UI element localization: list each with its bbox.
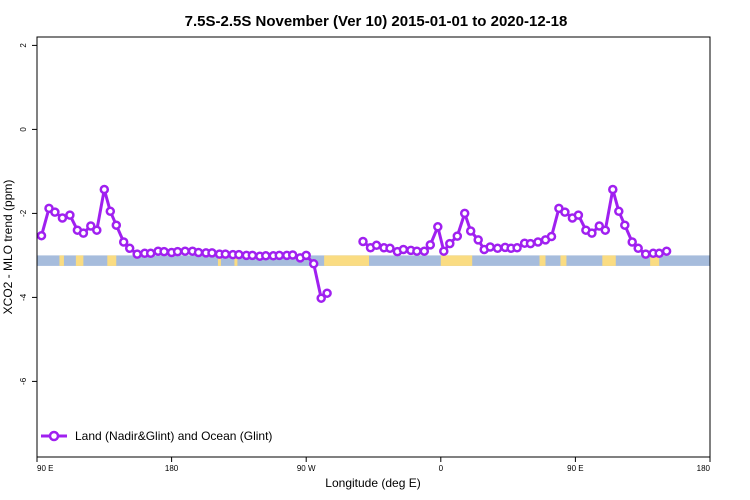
data-point	[573, 210, 584, 220]
data-point	[316, 293, 326, 303]
data-point	[57, 213, 68, 223]
data-layer	[36, 184, 672, 303]
land-segment	[560, 255, 567, 266]
land-segment	[539, 255, 546, 266]
legend: Land (Nadir&Glint) and Ocean (Glint)	[41, 429, 272, 443]
data-point	[620, 220, 630, 230]
data-point	[614, 206, 624, 217]
land-segment	[75, 255, 84, 266]
data-point	[587, 228, 597, 238]
data-point	[180, 246, 190, 256]
data-point	[533, 237, 543, 247]
data-point	[473, 235, 483, 245]
data-point	[560, 207, 570, 217]
data-point	[247, 250, 258, 261]
data-point	[172, 246, 183, 257]
ocean-band	[37, 255, 710, 266]
land-segment	[217, 255, 221, 266]
data-point	[111, 220, 122, 230]
data-point	[86, 221, 96, 231]
data-point	[145, 248, 156, 259]
legend-label: Land (Nadir&Glint) and Ocean (Glint)	[75, 429, 272, 443]
data-point	[308, 259, 319, 269]
data-point	[301, 250, 311, 261]
data-point	[65, 210, 75, 220]
data-point	[459, 208, 470, 219]
y-tick-label: 2	[19, 43, 28, 48]
data-point	[633, 243, 643, 254]
data-point	[661, 246, 672, 256]
chart-title: 7.5S-2.5S November (Ver 10) 2015-01-01 t…	[185, 13, 568, 30]
x-tick-label: 180	[697, 464, 711, 473]
data-point	[433, 222, 443, 232]
land-segment	[324, 255, 370, 266]
data-point	[525, 238, 536, 249]
data-point	[99, 184, 110, 195]
land-segment	[59, 255, 64, 266]
data-point	[439, 246, 449, 256]
land-segment	[234, 255, 238, 266]
data-point	[287, 250, 298, 260]
x-axis: 90 E 180 90 W 0 90 E 180	[36, 457, 711, 473]
data-point	[261, 251, 271, 261]
data-point	[371, 240, 382, 251]
x-tick-label: 90 W	[297, 464, 316, 473]
data-point	[465, 226, 476, 236]
data-point	[159, 246, 169, 257]
data-point	[546, 231, 557, 242]
y-axis: 2 0 -2 -4 -6	[19, 43, 37, 385]
data-point	[640, 249, 651, 259]
data-point	[274, 250, 285, 261]
y-tick-label: -6	[19, 377, 28, 385]
data-point	[220, 249, 231, 259]
x-tick-label: 90 E	[567, 464, 583, 473]
x-tick-label: 90 E	[37, 464, 53, 473]
data-point	[512, 243, 522, 253]
x-tick-label: 0	[439, 464, 444, 473]
data-point	[654, 248, 664, 259]
data-point	[412, 246, 422, 256]
legend-marker-sample	[48, 430, 60, 442]
data-point	[445, 238, 455, 249]
data-point	[193, 247, 204, 258]
data-point	[600, 225, 611, 235]
data-point	[118, 237, 129, 247]
land-segment	[650, 255, 660, 266]
data-point	[92, 225, 102, 235]
data-point	[78, 228, 89, 238]
y-tick-label: -4	[19, 293, 28, 301]
data-point	[322, 288, 332, 298]
data-point	[50, 207, 60, 217]
surface-band	[37, 255, 710, 266]
data-point	[234, 249, 244, 260]
data-point	[385, 243, 395, 254]
data-point	[627, 237, 637, 247]
plot-frame	[36, 36, 711, 458]
data-point	[398, 244, 409, 255]
y-axis-label: XCO2 - MLO trend (ppm)	[1, 180, 15, 315]
data-point	[425, 240, 436, 250]
land-segment	[602, 255, 616, 266]
x-tick-label: 180	[165, 464, 179, 473]
x-axis-label: Longitude (deg E)	[325, 476, 420, 490]
data-point	[358, 236, 368, 247]
data-point	[36, 230, 47, 241]
data-point	[608, 184, 618, 195]
data-point	[492, 243, 503, 254]
data-point	[124, 243, 135, 254]
land-segment	[440, 255, 473, 266]
data-point	[132, 249, 142, 259]
data-point	[105, 206, 116, 217]
land-segment	[107, 255, 117, 266]
data-point	[419, 246, 430, 256]
data-point	[485, 242, 495, 252]
data-point	[207, 248, 217, 258]
y-tick-label: 0	[19, 127, 28, 132]
series-line	[40, 188, 329, 300]
y-tick-label: -2	[19, 209, 28, 217]
data-point	[594, 221, 605, 231]
data-point	[452, 231, 463, 241]
